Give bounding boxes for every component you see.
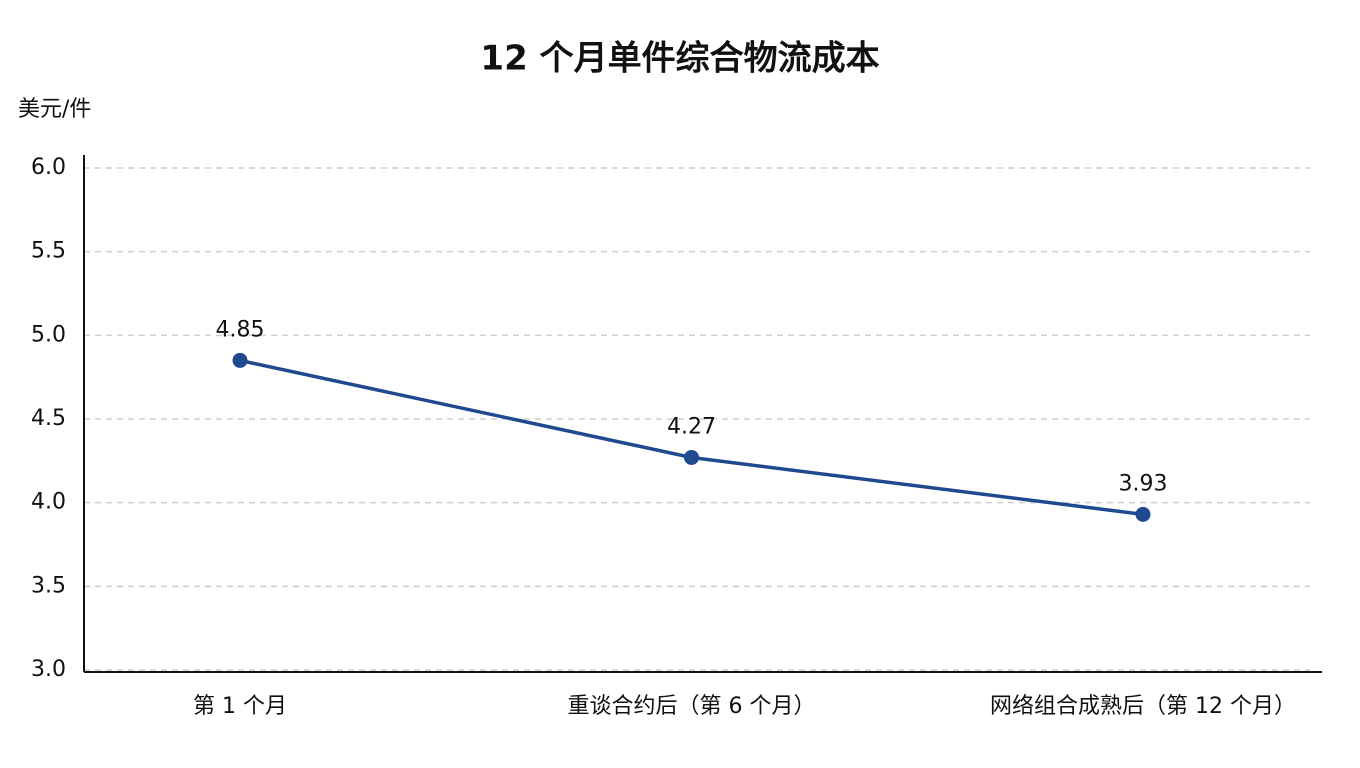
x-tick-label: 重谈合约后（第 6 个月） [568,694,816,719]
x-tick-label: 第 1 个月 [193,694,287,719]
y-tick-label: 6.0 [31,155,66,180]
point [1135,506,1151,522]
chart-title: 12 个月单件综合物流成本 [480,39,879,79]
y-axis-label: 美元/件 [18,97,91,122]
y-tick-label: 4.5 [31,406,66,431]
y-tick-label: 5.5 [31,239,66,264]
data-label: 3.93 [1119,471,1168,496]
point [684,449,699,465]
y-tick-label: 5.0 [31,322,66,347]
point [232,352,248,368]
y-tick-label: 4.0 [31,490,66,515]
x-tick-label: 网络组合成熟后（第 12 个月） [990,694,1296,719]
data-label: 4.27 [667,414,716,439]
y-tick-label: 3.5 [31,573,66,598]
data-label: 4.85 [216,317,265,342]
y-tick-label: 3.0 [31,657,66,682]
